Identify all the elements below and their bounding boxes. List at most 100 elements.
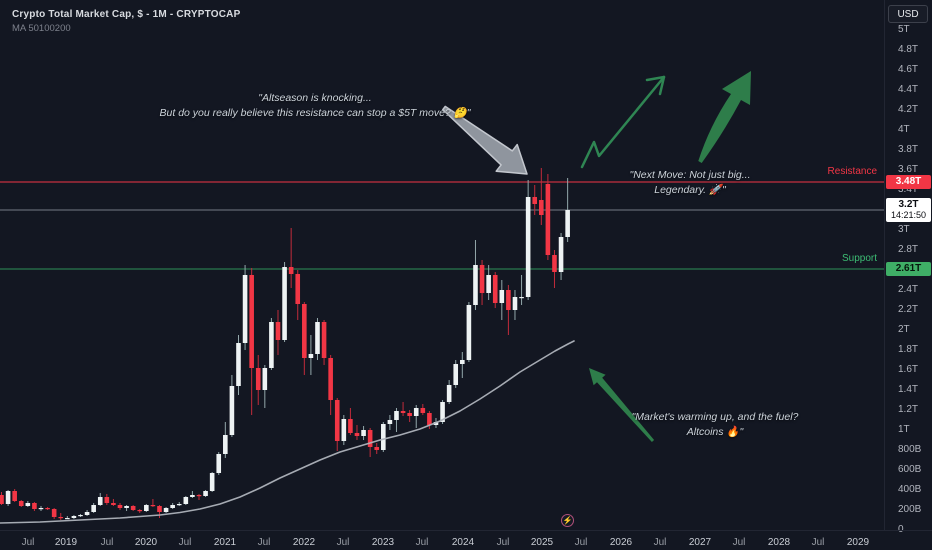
candle-body: [519, 297, 524, 299]
currency-toggle-button[interactable]: USD: [888, 5, 928, 23]
warming-annotation: "Market's warming up, and the fuel? Altc…: [613, 410, 817, 440]
time-tick-month: Jul: [732, 537, 746, 548]
candle-body: [104, 497, 110, 503]
time-tick-year: 2027: [688, 537, 712, 548]
candle-body: [473, 265, 478, 305]
time-tick-year: 2025: [530, 537, 554, 548]
price-tick-label: 600B: [898, 464, 922, 475]
candle-body: [354, 433, 360, 436]
candle-body: [512, 297, 518, 310]
warming-arrow-icon[interactable]: [589, 368, 655, 442]
candle-body: [183, 497, 189, 504]
candle-body: [124, 506, 129, 508]
candle-body: [420, 408, 426, 413]
current-price-time: 14:21:50: [890, 210, 927, 220]
time-tick-month: Jul: [496, 537, 510, 548]
price-tick-label: 5T: [898, 24, 910, 35]
next-move-line1: "Next Move: Not just big...: [629, 169, 751, 181]
candle-body: [558, 237, 564, 272]
candle-body: [255, 368, 261, 390]
price-tick-label: 2.2T: [898, 304, 919, 315]
price-tick-label: 1.2T: [898, 404, 919, 415]
candle-body: [539, 200, 544, 215]
zigzag-up-arrow-icon[interactable]: [580, 75, 666, 169]
candle-body: [433, 422, 439, 425]
symbol-title[interactable]: Crypto Total Market Cap, $ - 1M - CRYPTO…: [12, 9, 241, 20]
price-tick-label: 400B: [898, 484, 922, 495]
time-tick-month: Jul: [100, 537, 114, 548]
time-tick-year: 2023: [371, 537, 395, 548]
candle-body: [38, 508, 44, 510]
time-axis[interactable]: Jul 2019 Jul 2020 Jul 2021 Jul 2022 Jul 2023 Jul 20…: [0, 530, 932, 550]
price-tick-label: 4.6T: [898, 64, 919, 75]
next-move-line2: Legendary. 🚀": [654, 184, 726, 196]
time-tick-year: 2019: [54, 537, 78, 548]
candle-body: [394, 411, 399, 420]
candle-body: [196, 495, 202, 497]
time-tick-year: 2028: [767, 537, 791, 548]
candle-body: [209, 473, 215, 491]
candle-body: [137, 510, 143, 512]
altseason-line2: But do you really believe this resistanc…: [159, 107, 471, 119]
candle-body: [486, 275, 491, 293]
price-tick-label: 2.4T: [898, 284, 919, 295]
ma-indicator-label[interactable]: MA 50100200: [12, 23, 71, 34]
time-tick-month: Jul: [811, 537, 825, 548]
candle-body: [545, 184, 551, 255]
candle-body: [282, 267, 287, 340]
candle-body: [400, 411, 406, 413]
candle-body: [117, 505, 123, 508]
candle-body: [242, 275, 248, 343]
candle-body: [203, 491, 208, 496]
time-tick-year: 2020: [134, 537, 158, 548]
candle-body: [348, 419, 353, 433]
price-tick-label: 4.2T: [898, 104, 919, 115]
price-tick-label: 2.8T: [898, 244, 919, 255]
candle-body: [216, 454, 222, 473]
candle-body: [71, 516, 77, 518]
price-tick-label: 0: [898, 524, 904, 535]
candle-body: [479, 265, 485, 293]
warming-line2: Altcoins 🔥": [686, 426, 744, 438]
candle-body: [157, 506, 162, 512]
altseason-annotation: "Altseason is knocking... But do you rea…: [90, 91, 540, 121]
price-tick-label: 4.4T: [898, 84, 919, 95]
price-tick-label: 3T: [898, 224, 910, 235]
price-tick-label: 800B: [898, 444, 922, 455]
time-tick-year: 2029: [846, 537, 870, 548]
candle-body: [84, 512, 90, 515]
price-tick-label: 3.8T: [898, 144, 919, 155]
candle-body: [144, 505, 149, 511]
candle-body: [275, 322, 281, 340]
moving-average-line: [0, 340, 575, 524]
resistance-price-badge: 3.48T: [886, 175, 931, 189]
candle-body: [236, 343, 241, 386]
candle-body: [302, 304, 307, 358]
candle-body: [0, 495, 4, 504]
candle-body: [387, 420, 393, 424]
candle-body: [18, 501, 24, 506]
candle-body: [111, 503, 116, 505]
candle-body: [361, 430, 366, 436]
gray-annotation-arrow-icon[interactable]: [442, 105, 528, 175]
candle-body: [288, 267, 294, 274]
altseason-line1: "Altseason is knocking...: [258, 92, 372, 104]
price-axis[interactable]: 5T 4.8T 4.6T 4.4T 4.2T 4T 3.8T 3.6T 3.4T 3T 2.8T 2.…: [884, 0, 932, 535]
time-tick-month: Jul: [21, 537, 35, 548]
time-tick-year: 2022: [292, 537, 316, 548]
candle-body: [45, 508, 50, 510]
candle-body: [176, 504, 182, 506]
time-tick-month: Jul: [415, 537, 429, 548]
candle-body: [190, 495, 195, 497]
candle-body: [413, 408, 419, 416]
event-lightning-icon[interactable]: ⚡: [561, 514, 574, 527]
time-tick-year: 2021: [213, 537, 237, 548]
candle-body: [427, 413, 432, 425]
candle-body: [150, 505, 156, 507]
big-green-up-arrow-icon[interactable]: [698, 71, 751, 163]
current-price-badge: 3.2T 14:21:50: [886, 198, 931, 222]
candle-body: [262, 368, 268, 390]
candle-body: [229, 386, 235, 435]
